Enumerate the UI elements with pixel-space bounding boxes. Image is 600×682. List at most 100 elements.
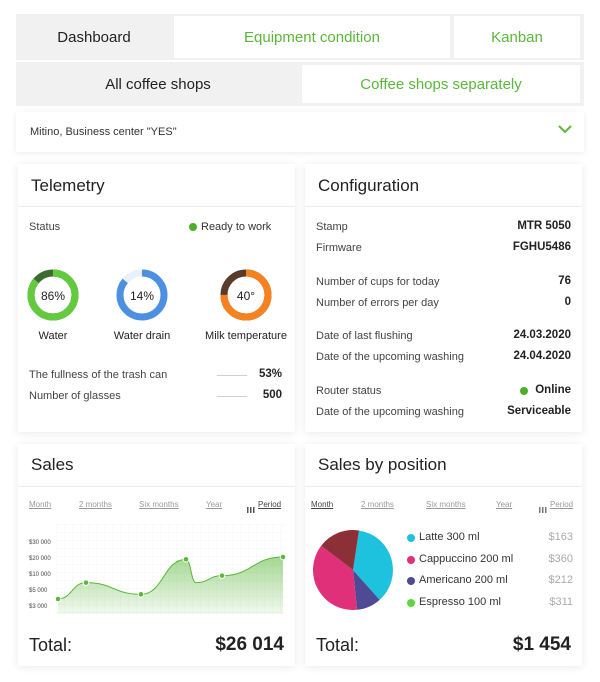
legend-label: Cappuccino 200 ml	[419, 553, 514, 565]
period-six-months[interactable]: Six months	[426, 500, 466, 509]
period-custom[interactable]: Period	[550, 500, 574, 509]
period-six-months[interactable]: Six months	[139, 500, 179, 509]
glasses-value: 500	[262, 389, 282, 401]
pie-slice	[321, 530, 359, 570]
config-value: 24.04.2020	[513, 350, 571, 362]
config-label: Date of the upcoming washing	[316, 406, 464, 418]
telemetry-rings	[27, 269, 272, 321]
sales-by-position-total-label: Total:	[316, 635, 360, 655]
tab-equipment-condition[interactable]: Equipment condition	[174, 16, 450, 58]
sales-point	[279, 553, 286, 561]
config-value: 24.03.2020	[513, 329, 571, 341]
config-value: Online	[535, 384, 571, 396]
main-tabs: Dashboard Equipment condition Kanban	[16, 14, 584, 60]
period-year[interactable]: Year	[206, 500, 223, 509]
divider	[305, 206, 582, 207]
legend-value: $360	[548, 553, 573, 565]
sales-by-position-card: Sales by position Month 2 months Six mon…	[305, 444, 582, 666]
divider	[305, 486, 582, 487]
divider	[217, 396, 247, 397]
legend-value: $212	[548, 574, 573, 586]
config-value: 76	[558, 275, 571, 287]
tab-coffee-shops-separately[interactable]: Coffee shops separately	[302, 65, 580, 103]
config-label: Date of the upcoming washing	[316, 351, 464, 363]
water-drain-label: Water drain	[113, 330, 171, 342]
sales-area	[58, 557, 283, 614]
legend-swatch	[407, 534, 415, 542]
sales-point	[137, 591, 145, 598]
sales-by-position-total-value: $1 454	[512, 634, 571, 655]
water-ring	[27, 269, 79, 321]
trash-label: The fullness of the trash can	[29, 369, 168, 381]
legend-label: Latte 300 ml	[419, 531, 480, 543]
y-tick-label: $20 000	[29, 556, 51, 562]
sales-point	[82, 579, 90, 586]
sales-point	[218, 572, 226, 579]
config-label: Date of last flushing	[316, 330, 413, 342]
milk-temperature-label: Milk temperature	[205, 330, 287, 342]
config-label: Stamp	[316, 221, 348, 233]
location-select[interactable]: Mitino, Business center "YES"	[16, 112, 584, 152]
period-month[interactable]: Month	[29, 500, 52, 509]
ring-fill	[27, 269, 79, 321]
sales-by-position-title: Sales by position	[318, 455, 447, 474]
period-custom[interactable]: Period	[258, 500, 282, 509]
divider	[18, 206, 295, 207]
legend-swatch	[407, 599, 415, 607]
tab-dashboard[interactable]: Dashboard	[18, 16, 170, 58]
period-year[interactable]: Year	[496, 500, 513, 509]
milk-temperature-ring	[220, 269, 272, 321]
y-tick-label: $3 000	[29, 604, 48, 610]
sales-total-value: $26 014	[215, 634, 284, 655]
sales-card: Sales Month 2 months Six months Year Per…	[18, 444, 295, 666]
configuration-card: Configuration Stamp MTR 5050 Firmware FG…	[305, 164, 582, 432]
water-drain-value: 14%	[129, 289, 155, 303]
legend-label: Espresso 100 ml	[419, 596, 501, 608]
pie-slice	[353, 570, 380, 610]
ring-fill	[220, 269, 272, 321]
y-tick-label: $30 000	[29, 540, 51, 546]
status-value: Ready to work	[201, 221, 272, 233]
period-month[interactable]: Month	[311, 500, 334, 509]
legend-swatch	[407, 577, 415, 585]
water-drain-ring	[116, 269, 168, 321]
calendar-icon	[247, 501, 255, 519]
tab-kanban[interactable]: Kanban	[454, 16, 580, 58]
shop-scope-tabs: All coffee shops Coffee shops separately	[16, 62, 584, 106]
legend-swatch	[407, 556, 415, 564]
telemetry-title: Telemetry	[31, 176, 105, 195]
online-dot-icon	[520, 387, 528, 395]
config-label: Firmware	[316, 242, 362, 254]
config-value: MTR 5050	[517, 220, 571, 232]
location-select-value: Mitino, Business center "YES"	[30, 126, 177, 138]
sales-area-chart	[56, 524, 286, 614]
config-value: 0	[564, 296, 571, 308]
water-value: 86%	[40, 289, 66, 303]
sales-point	[182, 556, 190, 563]
pie-slice	[353, 530, 393, 600]
telemetry-card: Telemetry Status Ready to work 86% 14% 4…	[18, 164, 295, 432]
period-2-months[interactable]: 2 months	[361, 500, 394, 509]
legend-label: Americano 200 ml	[419, 574, 508, 586]
divider	[18, 486, 295, 487]
water-label: Water	[38, 330, 68, 342]
divider	[217, 375, 247, 376]
sales-total-label: Total:	[29, 635, 73, 655]
y-tick-label: $5 000	[29, 588, 48, 594]
ring-fill	[116, 269, 168, 321]
period-2-months[interactable]: 2 months	[79, 500, 112, 509]
sales-pie-chart	[313, 530, 393, 610]
pie-slice	[313, 545, 358, 610]
sales-point	[56, 595, 62, 603]
glasses-label: Number of glasses	[29, 390, 121, 402]
trash-value: 53%	[258, 368, 282, 380]
milk-temperature-value: 40°	[236, 289, 256, 303]
config-value: FGHU5486	[512, 241, 571, 253]
configuration-title: Configuration	[318, 176, 420, 195]
sales-points	[56, 553, 286, 603]
config-label: Router status	[316, 385, 382, 397]
tab-all-coffee-shops[interactable]: All coffee shops	[18, 64, 298, 104]
config-value: Serviceable	[507, 405, 571, 417]
y-tick-label: $10 000	[29, 572, 51, 578]
legend-value: $311	[549, 596, 573, 608]
